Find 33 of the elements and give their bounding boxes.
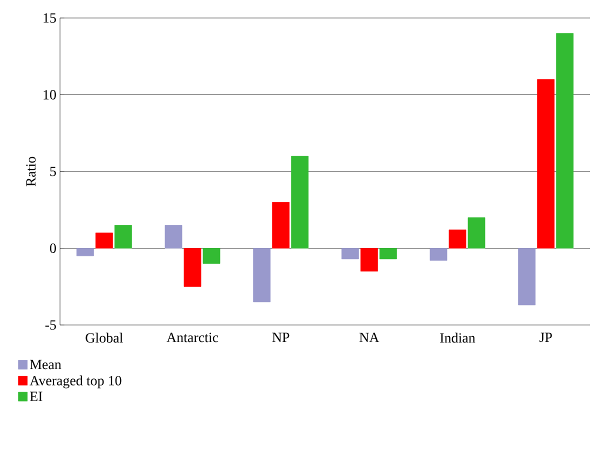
bar <box>114 225 132 248</box>
x-tick-label: Antarctic <box>166 332 218 342</box>
y-tick-label: 15 <box>44 13 56 23</box>
bar <box>291 156 309 248</box>
bar <box>379 248 397 260</box>
bar <box>448 230 466 248</box>
bar <box>202 248 220 264</box>
x-tick-label: NA <box>359 332 380 342</box>
bar <box>468 217 486 248</box>
bar <box>537 79 555 248</box>
x-tick-label: Indian <box>440 332 476 343</box>
y-axis-title: Ratio <box>26 156 36 186</box>
bar <box>95 232 113 248</box>
x-tick-label: Global <box>86 332 123 343</box>
legend-label: EI <box>30 392 42 401</box>
bar <box>253 248 271 302</box>
y-tick-label: -5 <box>45 320 56 330</box>
bar <box>272 202 290 248</box>
legend-label: Averaged top 10 <box>30 376 122 388</box>
bar <box>556 33 574 248</box>
bar <box>164 225 182 248</box>
bar <box>518 248 536 306</box>
bar <box>341 248 359 260</box>
legend-label: Mean <box>30 360 62 370</box>
y-tick-label: 5 <box>50 166 56 176</box>
y-tick-label: 10 <box>44 90 56 100</box>
bar <box>430 248 448 261</box>
bar <box>360 248 378 272</box>
bar <box>184 248 202 287</box>
y-tick-label: 0 <box>50 244 56 253</box>
x-tick-label: NP <box>272 332 290 342</box>
x-tick-label: JP <box>540 332 552 342</box>
bar <box>76 248 94 256</box>
